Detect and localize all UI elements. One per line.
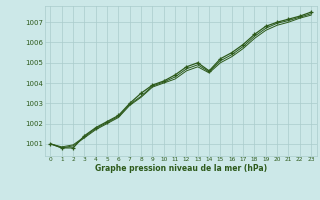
X-axis label: Graphe pression niveau de la mer (hPa): Graphe pression niveau de la mer (hPa) — [95, 164, 267, 173]
